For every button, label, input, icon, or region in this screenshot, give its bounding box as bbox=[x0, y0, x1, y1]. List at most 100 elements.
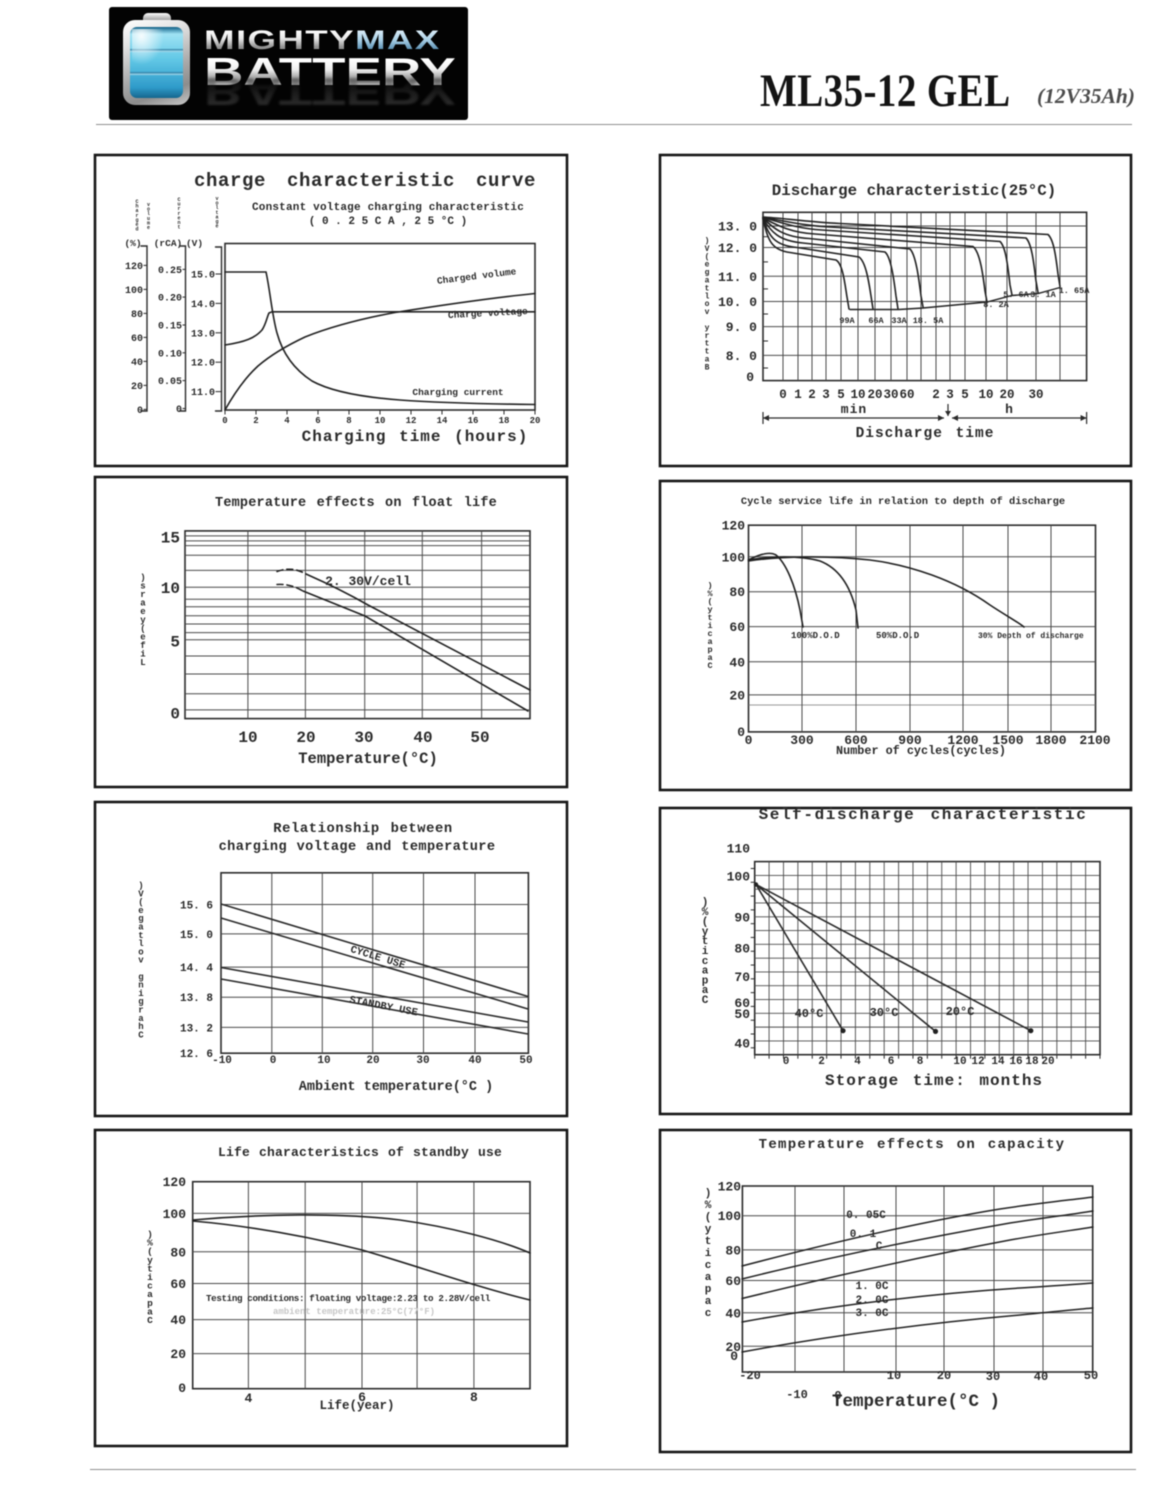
svg-text:100%D.O.D: 100%D.O.D bbox=[791, 631, 840, 641]
svg-text:Ambient temperature(°C ): Ambient temperature(°C ) bbox=[299, 1080, 493, 1095]
svg-text:16: 16 bbox=[468, 416, 479, 426]
svg-text:Charged volume: Charged volume bbox=[436, 266, 517, 287]
svg-text:Testing conditions: floating v: Testing conditions: floating voltage:2.2… bbox=[206, 1293, 491, 1304]
svg-text:11.0: 11.0 bbox=[191, 388, 215, 399]
svg-text:14: 14 bbox=[991, 1056, 1005, 1068]
svg-text:2: 2 bbox=[808, 388, 816, 402]
svg-text:40°C: 40°C bbox=[795, 1007, 824, 1021]
svg-text:30% Depth of discharge: 30% Depth of discharge bbox=[978, 632, 1084, 641]
svg-text:min: min bbox=[841, 402, 867, 417]
svg-text:30: 30 bbox=[416, 1055, 429, 1067]
svg-text:Relationship between: Relationship between bbox=[273, 821, 453, 837]
svg-text:40: 40 bbox=[170, 1313, 186, 1328]
svg-text:Discharge time: Discharge time bbox=[856, 426, 995, 442]
svg-text:30: 30 bbox=[354, 729, 373, 747]
svg-text:12. 0: 12. 0 bbox=[718, 241, 757, 256]
svg-text:120: 120 bbox=[722, 519, 746, 534]
svg-text:0: 0 bbox=[746, 370, 754, 385]
svg-text:5: 5 bbox=[961, 388, 969, 402]
svg-text:10: 10 bbox=[978, 388, 993, 402]
svg-text:4: 4 bbox=[854, 1056, 861, 1068]
svg-text:Cycle service life in relation: Cycle service life in relation to depth … bbox=[741, 496, 1065, 508]
svg-text:-10: -10 bbox=[786, 1388, 808, 1402]
svg-text:Life(year): Life(year) bbox=[319, 1399, 394, 1413]
svg-text:16: 16 bbox=[1009, 1056, 1022, 1068]
svg-text:60: 60 bbox=[170, 1277, 186, 1292]
svg-text:0: 0 bbox=[730, 1349, 738, 1364]
svg-text:50%D.O.D: 50%D.O.D bbox=[876, 631, 920, 641]
svg-text:10: 10 bbox=[238, 729, 257, 747]
svg-text:20: 20 bbox=[725, 1340, 741, 1355]
svg-text:300: 300 bbox=[790, 733, 814, 748]
svg-text:100: 100 bbox=[125, 286, 143, 297]
svg-text:6: 6 bbox=[315, 416, 320, 426]
svg-text:4: 4 bbox=[284, 416, 290, 426]
svg-text:0: 0 bbox=[270, 1055, 277, 1067]
svg-text:80: 80 bbox=[131, 310, 143, 321]
svg-text:60: 60 bbox=[734, 996, 750, 1011]
svg-text:C: C bbox=[876, 1241, 883, 1253]
svg-text:3. 1A: 3. 1A bbox=[1030, 290, 1056, 300]
svg-text:8: 8 bbox=[917, 1056, 924, 1068]
svg-text:60: 60 bbox=[131, 334, 143, 345]
svg-text:18: 18 bbox=[499, 416, 510, 426]
svg-text:6: 6 bbox=[888, 1056, 895, 1068]
svg-text:voltage: voltage bbox=[215, 196, 218, 230]
svg-text:80: 80 bbox=[729, 585, 745, 600]
svg-text:60: 60 bbox=[729, 620, 745, 635]
svg-text:30°C: 30°C bbox=[870, 1006, 899, 1020]
svg-text:13. 2: 13. 2 bbox=[180, 1023, 213, 1035]
svg-text:1. 0C: 1. 0C bbox=[855, 1281, 888, 1293]
svg-text:70: 70 bbox=[734, 970, 750, 985]
svg-text:Self-discharge characteristic: Self-discharge characteristic bbox=[759, 806, 1088, 824]
svg-text:120: 120 bbox=[718, 1180, 742, 1195]
svg-text:2100: 2100 bbox=[1079, 733, 1110, 748]
svg-text:8. 0: 8. 0 bbox=[726, 349, 757, 364]
svg-text:1: 1 bbox=[794, 388, 802, 402]
svg-text:0.05: 0.05 bbox=[158, 377, 182, 388]
svg-text:5: 5 bbox=[170, 634, 180, 652]
svg-text:12: 12 bbox=[406, 416, 417, 426]
svg-text:120: 120 bbox=[125, 262, 143, 273]
svg-text:(rCA): (rCA) bbox=[154, 238, 183, 249]
svg-text:0.20: 0.20 bbox=[158, 294, 182, 305]
svg-text:40: 40 bbox=[413, 729, 432, 747]
svg-text:3: 3 bbox=[946, 388, 954, 402]
svg-text:0: 0 bbox=[222, 416, 227, 426]
svg-text:Temperature effects on capacit: Temperature effects on capacity bbox=[759, 1137, 1066, 1153]
svg-text:80: 80 bbox=[170, 1245, 186, 1260]
svg-text:0.15: 0.15 bbox=[158, 322, 182, 333]
svg-text:charging voltage and temperatu: charging voltage and temperature bbox=[219, 840, 496, 855]
svg-text:STANDBY USE: STANDBY USE bbox=[348, 995, 418, 1020]
svg-text:50: 50 bbox=[1084, 1369, 1098, 1383]
svg-text:0: 0 bbox=[178, 1381, 186, 1396]
svg-text:20: 20 bbox=[131, 382, 143, 393]
svg-text:20: 20 bbox=[1041, 1056, 1054, 1068]
svg-text:60: 60 bbox=[899, 388, 914, 402]
svg-text:(%): (%) bbox=[124, 238, 141, 249]
svg-text:14.0: 14.0 bbox=[191, 300, 215, 311]
svg-text:12: 12 bbox=[971, 1056, 984, 1068]
svg-text:110: 110 bbox=[727, 842, 751, 857]
svg-text:4: 4 bbox=[244, 1391, 252, 1406]
svg-text:10: 10 bbox=[953, 1056, 966, 1068]
svg-text:99A: 99A bbox=[839, 316, 855, 326]
svg-text:2: 2 bbox=[818, 1056, 825, 1068]
svg-text:120: 120 bbox=[163, 1175, 187, 1190]
svg-text:0. 05C: 0. 05C bbox=[846, 1210, 886, 1222]
svg-text:20: 20 bbox=[729, 688, 745, 703]
svg-text:0: 0 bbox=[176, 405, 182, 416]
svg-text:Charged: Charged bbox=[135, 199, 138, 233]
svg-text:charge characteristic curve: charge characteristic curve bbox=[194, 170, 536, 192]
svg-text:30: 30 bbox=[1028, 388, 1043, 402]
svg-text:20°C: 20°C bbox=[946, 1005, 975, 1019]
svg-text:volume: volume bbox=[147, 202, 150, 231]
svg-text:20: 20 bbox=[999, 388, 1014, 402]
svg-text:66A: 66A bbox=[868, 316, 884, 326]
svg-text:10: 10 bbox=[161, 580, 180, 598]
svg-text:11. 0: 11. 0 bbox=[718, 270, 757, 285]
